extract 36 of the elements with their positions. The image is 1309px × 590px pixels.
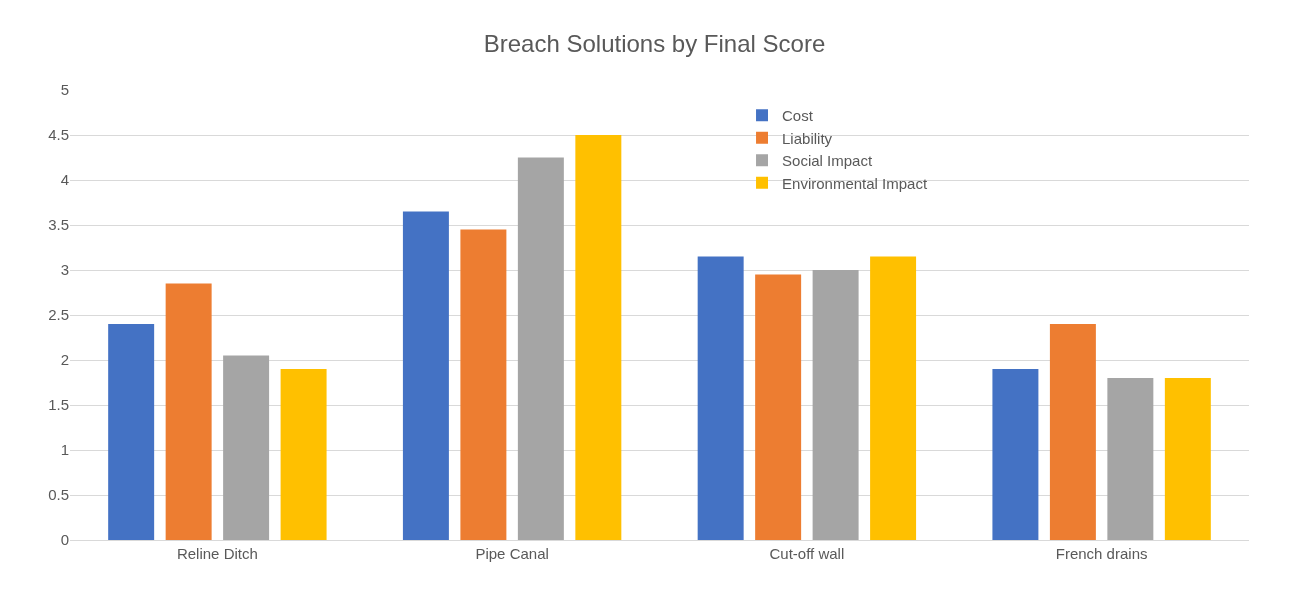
bar (1164, 378, 1211, 540)
legend-label: Liability (782, 129, 833, 147)
bar (575, 135, 622, 540)
bar (697, 256, 744, 540)
y-tick-label: 0 (60, 531, 69, 549)
bar (402, 211, 449, 540)
legend-label: Social Impact (782, 152, 873, 170)
y-tick-label: 2.5 (48, 306, 69, 324)
x-tick-label: Pipe Canal (475, 545, 549, 562)
y-tick-label: 4 (60, 171, 69, 189)
y-tick-label: 3 (60, 261, 69, 279)
bar (517, 157, 564, 540)
bar (1049, 324, 1096, 540)
y-tick-label: 3.5 (48, 216, 69, 234)
y-tick-label: 1.5 (48, 396, 69, 414)
bar (108, 324, 155, 540)
x-tick-label: Cut-off wall (769, 545, 845, 562)
bar (1107, 378, 1154, 540)
x-tick-label: Reline Ditch (176, 545, 258, 562)
bar (223, 355, 270, 540)
y-tick-label: 0.5 (48, 486, 69, 504)
bar (165, 283, 212, 540)
y-tick-label: 5 (60, 81, 69, 99)
bar (992, 369, 1039, 540)
chart-title: Breach Solutions by Final Score (483, 30, 826, 58)
y-tick-label: 1 (60, 441, 69, 459)
bar (460, 229, 507, 540)
legend-label: Cost (782, 107, 814, 125)
legend-label: Environmental Impact (782, 174, 928, 192)
bar (812, 270, 859, 540)
bar (755, 274, 802, 540)
x-tick-label: French drains (1055, 545, 1148, 562)
y-tick-label: 4.5 (48, 126, 69, 144)
y-tick-label: 2 (60, 351, 69, 369)
bar (280, 369, 327, 540)
bar (870, 256, 917, 540)
